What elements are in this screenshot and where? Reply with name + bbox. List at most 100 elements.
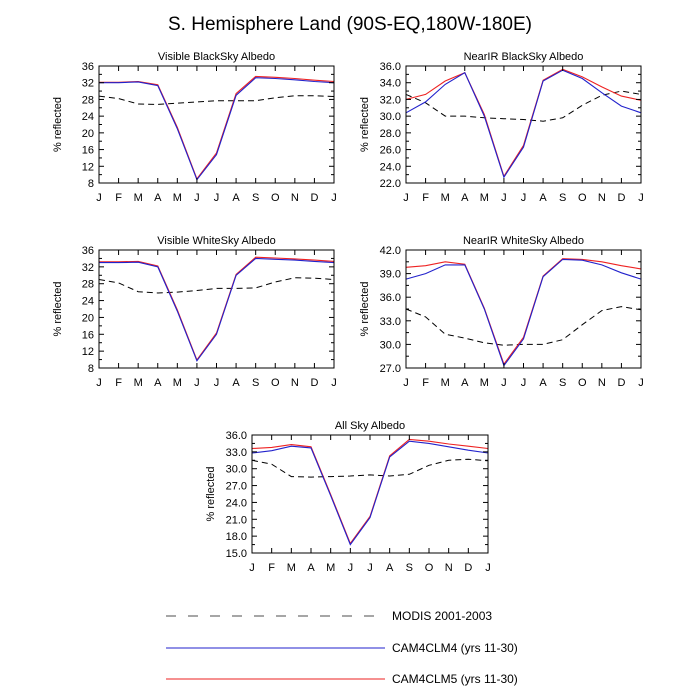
- plot-frame: [251, 434, 489, 554]
- x-tick-label: D: [617, 192, 625, 204]
- x-tick-label: M: [480, 377, 489, 389]
- y-tick-label: 24: [82, 296, 94, 308]
- y-tick-label: 8: [88, 178, 94, 190]
- y-tick-label: 36: [82, 245, 94, 257]
- x-tick-label: J: [194, 377, 200, 389]
- y-axis-label: % reflected: [359, 281, 371, 336]
- x-tick-label: J: [96, 192, 102, 204]
- y-axis-label: % reflected: [205, 466, 217, 521]
- x-tick-label: F: [115, 192, 122, 204]
- y-tick-label: 24.0: [380, 161, 401, 173]
- legend-label: MODIS 2001-2003: [392, 609, 492, 623]
- x-tick-label: A: [154, 377, 162, 389]
- y-tick-label: 20: [82, 312, 94, 324]
- y-tick-label: 16: [82, 329, 94, 341]
- x-tick-label: N: [291, 377, 299, 389]
- series-line-clm4: [405, 69, 642, 179]
- legend-item-2: CAM4CLM4 (yrs 11-30): [166, 641, 518, 655]
- x-tick-label: A: [154, 192, 162, 204]
- legend: MODIS 2001-2003 CAM4CLM4 (yrs 11-30) CAM4C…: [166, 609, 518, 686]
- legend-item-3: CAM4CLM5 (yrs 11-30): [166, 672, 518, 686]
- x-tick-label: D: [310, 192, 318, 204]
- x-tick-label: J: [501, 377, 507, 389]
- x-tick-label: J: [485, 562, 491, 574]
- x-tick-label: F: [115, 377, 122, 389]
- x-tick-label: S: [559, 377, 566, 389]
- series-line-modis: [251, 458, 489, 478]
- y-tick-label: 8: [88, 363, 94, 375]
- y-tick-label: 39.0: [380, 269, 401, 281]
- plot-frame: [405, 249, 642, 369]
- x-tick-label: A: [461, 192, 469, 204]
- x-tick-label: N: [598, 192, 606, 204]
- y-tick-label: 30.0: [226, 464, 247, 476]
- x-tick-label: J: [348, 562, 354, 574]
- y-tick-label: 32: [82, 262, 94, 274]
- panel-title: NearIR WhiteSky Albedo: [463, 235, 584, 247]
- legend-label: CAM4CLM5 (yrs 11-30): [392, 672, 518, 686]
- x-tick-label: M: [134, 377, 143, 389]
- x-tick-label: O: [425, 562, 434, 574]
- y-tick-label: 34.0: [380, 78, 401, 90]
- x-tick-label: D: [617, 377, 625, 389]
- y-axis-label: % reflected: [52, 97, 64, 152]
- series-line-modis: [98, 95, 335, 105]
- x-tick-label: J: [194, 192, 200, 204]
- y-tick-label: 22.0: [380, 178, 401, 190]
- legend-item-1: MODIS 2001-2003: [166, 609, 492, 623]
- x-tick-label: S: [252, 377, 259, 389]
- x-tick-label: A: [307, 562, 315, 574]
- x-tick-label: J: [403, 192, 409, 204]
- x-tick-label: A: [386, 562, 394, 574]
- series-line-clm5: [99, 256, 335, 362]
- y-tick-label: 30.0: [380, 111, 401, 123]
- x-tick-label: J: [331, 192, 337, 204]
- x-tick-label: A: [232, 377, 240, 389]
- series-line-clm4: [251, 440, 489, 546]
- x-tick-label: J: [249, 562, 255, 574]
- x-tick-label: M: [441, 192, 450, 204]
- x-tick-label: A: [539, 377, 547, 389]
- x-tick-label: M: [326, 562, 335, 574]
- x-tick-label: J: [521, 377, 527, 389]
- panel-title: NearIR BlackSky Albedo: [464, 51, 584, 63]
- x-tick-label: J: [403, 377, 409, 389]
- series-line-clm4: [99, 77, 335, 181]
- y-tick-label: 36.0: [380, 61, 401, 73]
- y-tick-label: 20: [82, 128, 94, 140]
- plot-frame: [98, 249, 335, 369]
- y-tick-label: 27.0: [226, 481, 247, 493]
- x-tick-label: J: [638, 377, 644, 389]
- x-tick-label: M: [480, 192, 489, 204]
- y-tick-label: 12: [82, 346, 94, 358]
- x-tick-label: J: [214, 192, 220, 204]
- y-tick-label: 32.0: [380, 94, 401, 106]
- legend-label: CAM4CLM4 (yrs 11-30): [392, 641, 518, 655]
- y-axis-label: % reflected: [52, 281, 64, 336]
- x-tick-label: J: [96, 377, 102, 389]
- x-tick-label: J: [367, 562, 373, 574]
- x-tick-label: J: [501, 192, 507, 204]
- series-line-clm4: [405, 258, 642, 367]
- y-tick-label: 16: [82, 145, 94, 157]
- x-tick-label: J: [214, 377, 220, 389]
- x-tick-label: O: [578, 192, 587, 204]
- series-line-clm4: [99, 257, 335, 362]
- x-tick-label: M: [173, 192, 182, 204]
- x-tick-label: O: [578, 377, 587, 389]
- series-line-clm5: [405, 68, 642, 178]
- x-tick-label: J: [331, 377, 337, 389]
- x-tick-label: S: [559, 192, 566, 204]
- x-tick-label: F: [268, 562, 275, 574]
- y-tick-label: 32: [82, 78, 94, 90]
- x-tick-label: S: [406, 562, 413, 574]
- series-line-modis: [405, 90, 642, 122]
- y-tick-label: 30.0: [380, 339, 401, 351]
- series-line-modis: [405, 306, 642, 346]
